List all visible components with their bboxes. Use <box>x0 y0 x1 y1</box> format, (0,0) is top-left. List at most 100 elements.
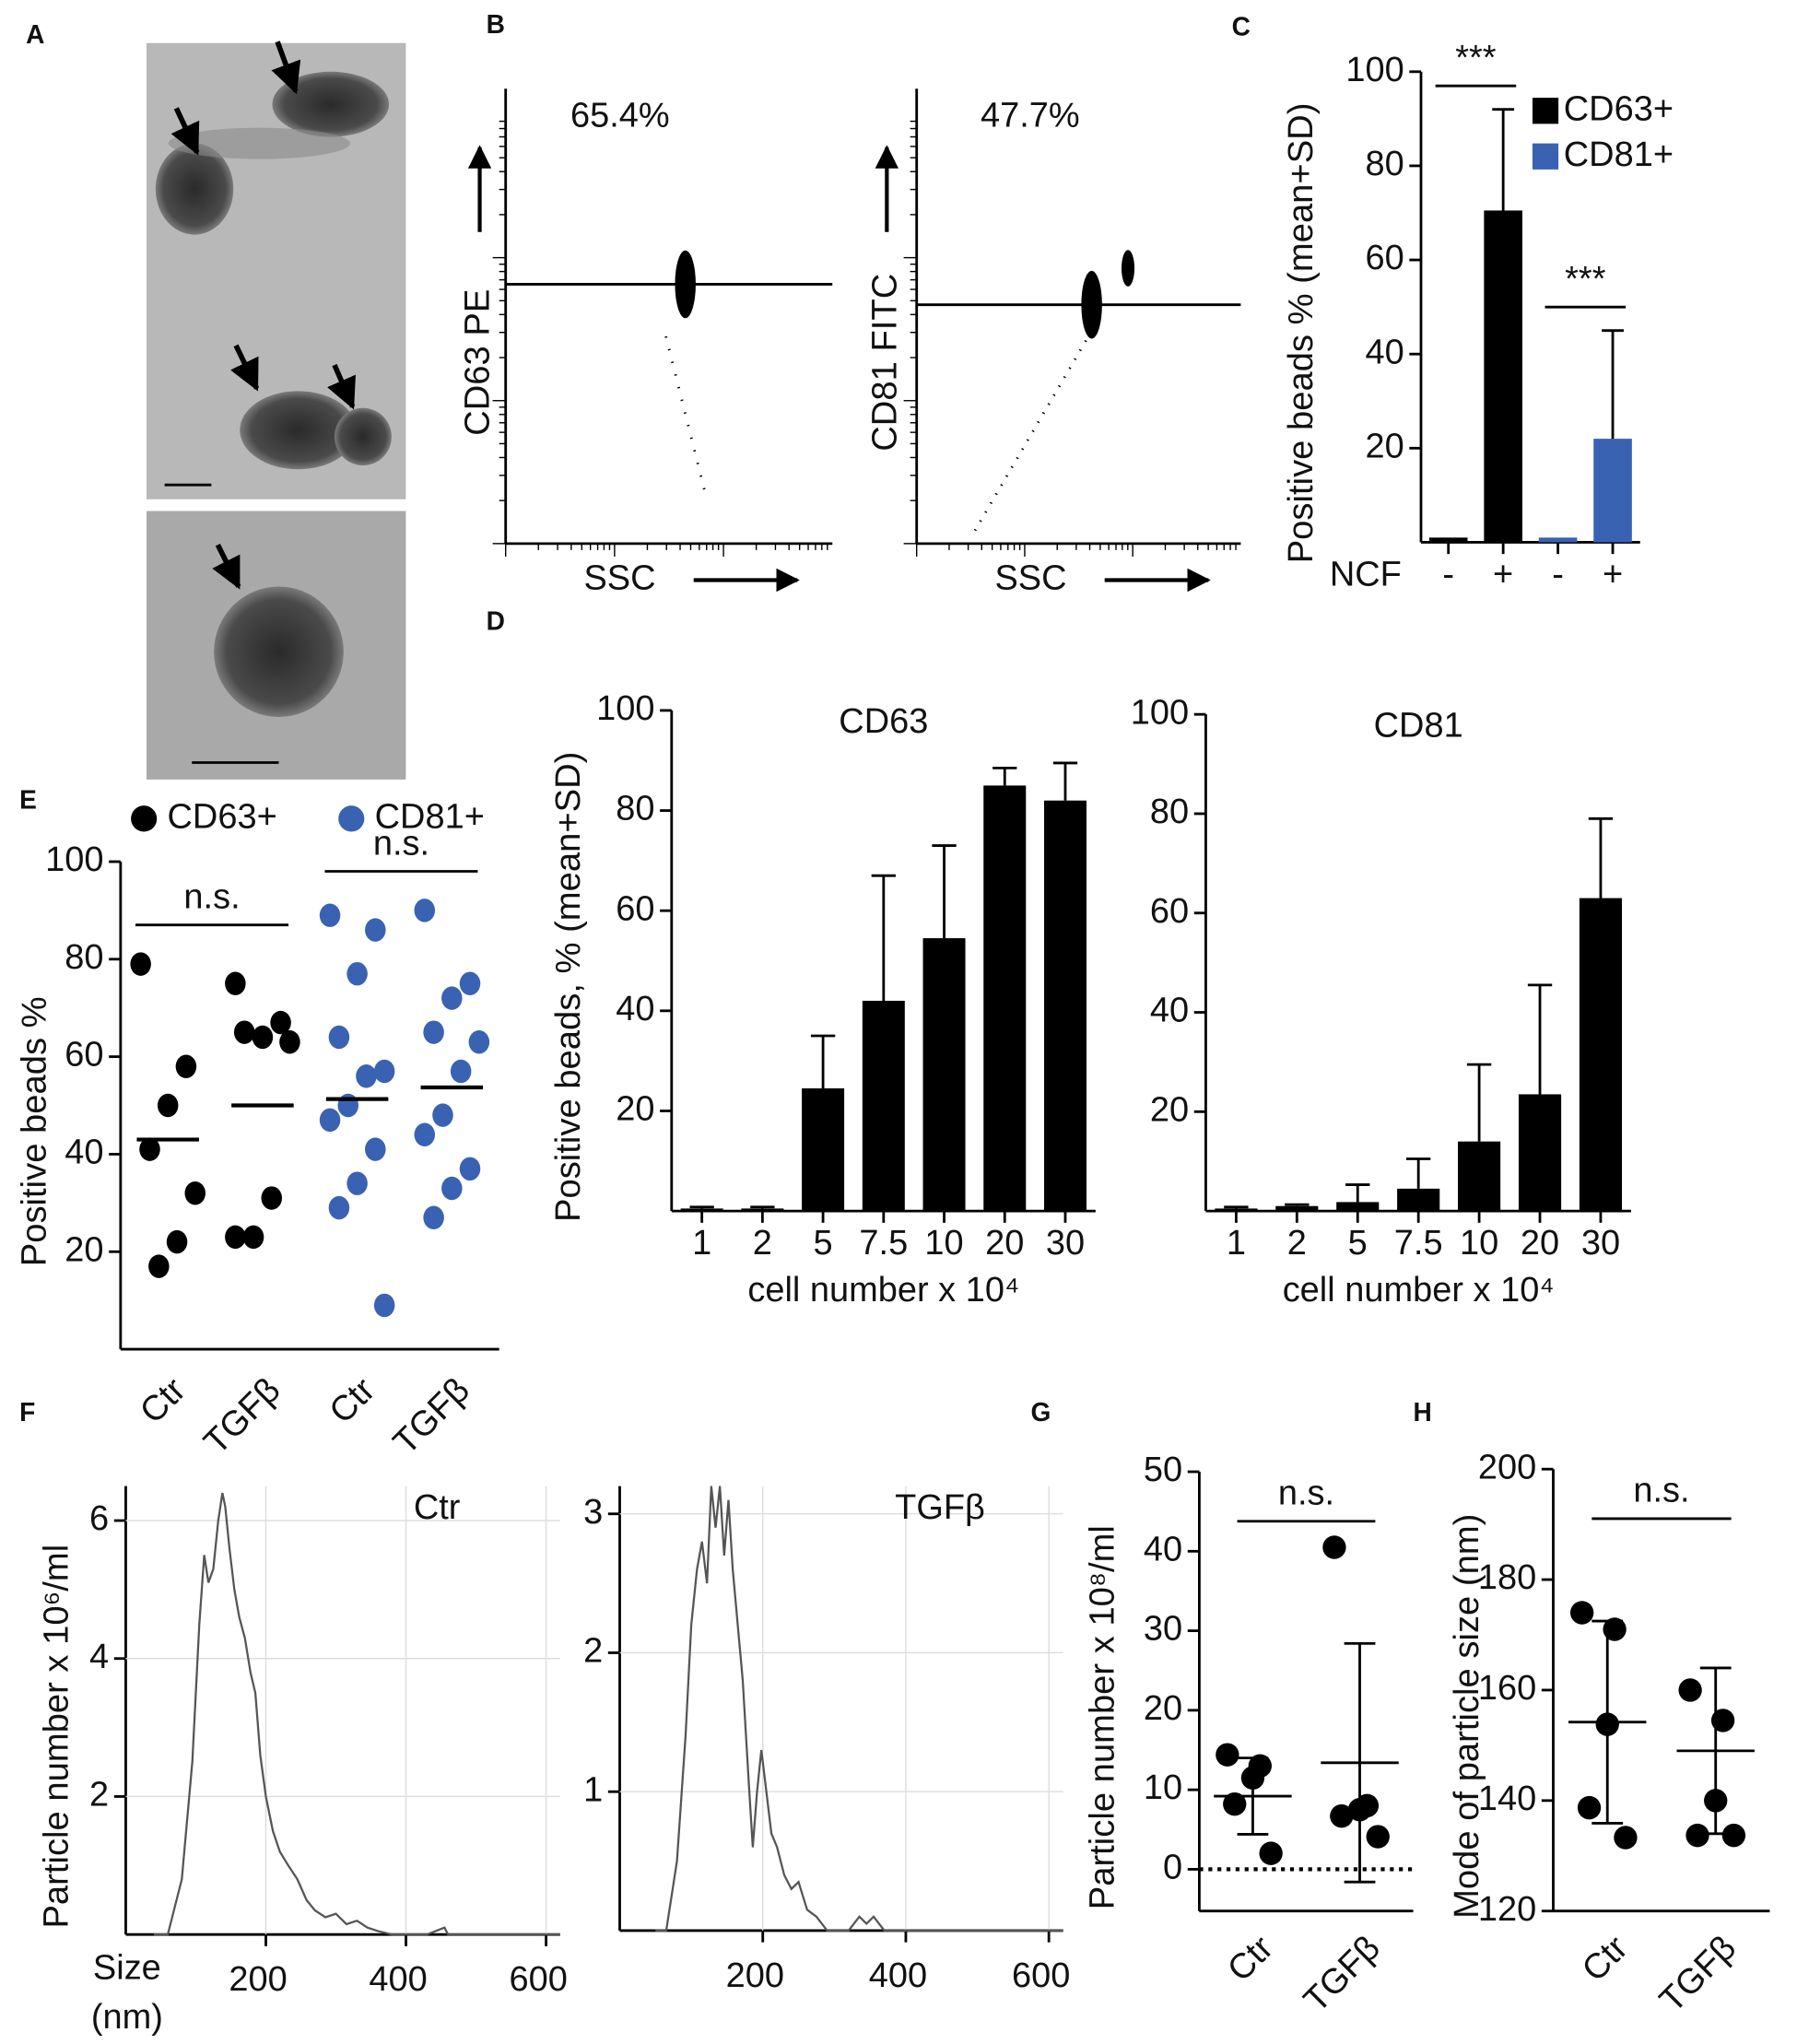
bar <box>741 1208 784 1212</box>
event-cluster <box>675 250 696 319</box>
x-tick-label: 10 <box>1460 1224 1498 1263</box>
data-point <box>373 1293 395 1318</box>
y-tick-label: 80 <box>1365 145 1404 183</box>
x-tick-label: 600 <box>509 1960 567 1999</box>
x-tick-label: 600 <box>1012 1956 1070 1995</box>
y-tick-label: 100 <box>596 689 654 728</box>
data-point <box>233 1020 255 1044</box>
event-cluster <box>1081 270 1102 339</box>
panel-label: A <box>26 19 44 49</box>
y-tick-label: 20 <box>1144 1689 1182 1728</box>
x-tick-label: 10 <box>924 1224 963 1263</box>
y-tick-label: 20 <box>1150 1090 1189 1129</box>
x-tick-label: 7.5 <box>1394 1224 1443 1263</box>
legend-marker <box>131 805 158 832</box>
y-tick-label: 100 <box>1131 693 1189 732</box>
significance: *** <box>1565 260 1606 299</box>
y-tick-label: 20 <box>616 1089 654 1128</box>
bar <box>1043 800 1086 1212</box>
x-tick-label: 20 <box>985 1224 1024 1263</box>
bar <box>862 1000 905 1212</box>
bar <box>1579 898 1623 1212</box>
data-point <box>365 1137 386 1161</box>
data-point <box>261 1186 283 1210</box>
bar <box>1336 1202 1380 1212</box>
data-point <box>441 1176 463 1201</box>
data-point <box>1322 1535 1346 1559</box>
event-scatter <box>664 335 707 492</box>
size-distribution-line <box>655 1486 1063 1932</box>
legend-label: CD63+ <box>167 797 276 836</box>
y-tick-label: 0 <box>1163 1848 1182 1886</box>
x-tick-label: 30 <box>1046 1224 1085 1263</box>
data-point <box>242 1225 264 1250</box>
panel-label: E <box>19 784 37 814</box>
data-point <box>157 1093 179 1118</box>
x-tick-label: TGFβ <box>1652 1929 1744 2020</box>
y-tick-label: 4 <box>89 1638 109 1676</box>
data-point <box>450 1059 472 1084</box>
x-tick-label: 200 <box>229 1960 287 1999</box>
event-cluster <box>1121 250 1135 287</box>
legend-swatch <box>1532 98 1559 124</box>
x-tick-label: Ctr <box>1220 1929 1281 1990</box>
legend-label: CD81+ <box>1564 135 1674 174</box>
data-point <box>1603 1617 1627 1641</box>
y-tick-label: 60 <box>65 1036 103 1075</box>
data-point <box>365 918 386 942</box>
y-tick-label: 60 <box>616 889 654 928</box>
bar <box>802 1088 845 1212</box>
bar <box>1484 210 1522 543</box>
micrograph-bottom <box>146 511 406 780</box>
x-tick-label: - <box>1552 555 1564 593</box>
x-tick-label: TGFβ <box>386 1370 477 1462</box>
data-point <box>1259 1841 1283 1865</box>
event-scatter <box>973 330 1093 532</box>
data-point <box>346 961 368 986</box>
x-tick-label: Ctr <box>1575 1929 1636 1990</box>
y-tick-label: 40 <box>1144 1530 1182 1568</box>
chart-label: TGFβ <box>895 1488 985 1527</box>
data-point <box>1216 1743 1239 1767</box>
x-axis-label: cell number x 10⁴ <box>1283 1271 1555 1310</box>
bar <box>922 938 966 1212</box>
chart-title: CD81 <box>1374 706 1463 745</box>
data-point <box>139 1137 160 1161</box>
data-point <box>1614 1826 1638 1850</box>
x-tick-label: Ctr <box>133 1370 194 1431</box>
panel-label: B <box>487 9 505 39</box>
data-point <box>148 1254 170 1278</box>
data-point <box>319 903 341 927</box>
chart-title: CD63 <box>839 702 928 741</box>
y-axis-label: Positive beads % <box>16 996 54 1266</box>
data-point <box>346 1171 368 1195</box>
chart-label: Ctr <box>414 1488 461 1527</box>
data-point <box>1678 1678 1702 1702</box>
x-tick-label: 2 <box>753 1224 772 1263</box>
bar <box>1458 1141 1501 1212</box>
data-point <box>468 1030 490 1054</box>
data-point <box>432 1103 453 1127</box>
panel-label: C <box>1232 12 1251 41</box>
y-tick-label: 160 <box>1478 1669 1536 1708</box>
micrograph-top <box>146 41 406 499</box>
data-point <box>175 1054 197 1078</box>
y-tick-label: 180 <box>1478 1558 1536 1597</box>
y-tick-label: 2 <box>583 1631 603 1670</box>
panel-label: H <box>1414 1397 1432 1427</box>
data-point <box>1569 1601 1594 1625</box>
data-point <box>441 986 463 1010</box>
bar <box>1518 1094 1562 1212</box>
data-point <box>1577 1795 1602 1820</box>
y-tick-label: 140 <box>1478 1780 1536 1818</box>
y-tick-label: 1 <box>583 1770 603 1809</box>
data-point <box>423 1205 444 1229</box>
bar <box>1538 537 1578 543</box>
x-tick-label: + <box>1493 555 1513 593</box>
data-point <box>328 1195 350 1220</box>
gate-percentage: 47.7% <box>981 96 1080 135</box>
y-tick-label: 200 <box>1478 1448 1536 1486</box>
data-point <box>270 1010 291 1035</box>
x-tick-label: 400 <box>869 1956 927 1995</box>
